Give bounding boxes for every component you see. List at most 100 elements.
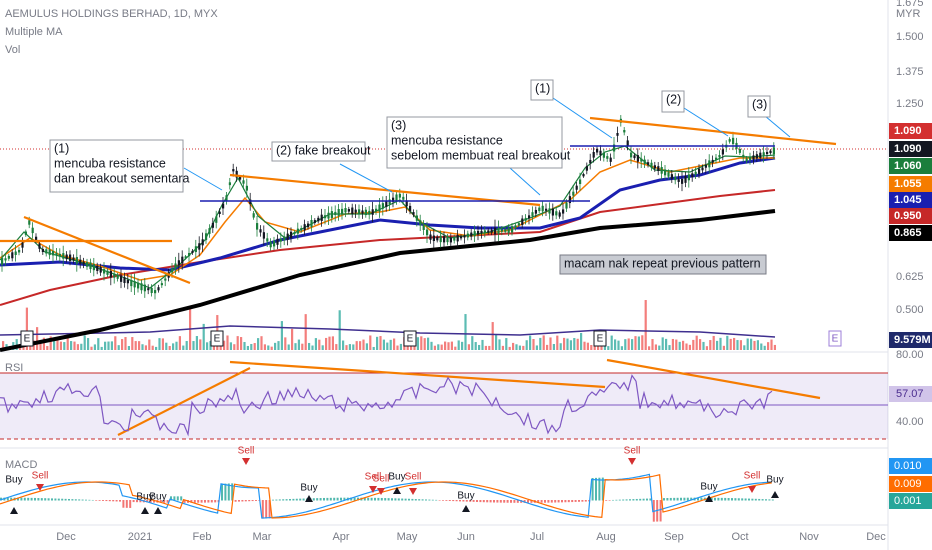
volume-bar bbox=[600, 346, 603, 350]
signal-label: Buy bbox=[300, 483, 317, 494]
candle-body bbox=[504, 228, 507, 232]
macd-histogram bbox=[554, 500, 557, 503]
volume-bar bbox=[654, 344, 657, 350]
volume-bar bbox=[447, 342, 450, 350]
earnings-box bbox=[593, 330, 607, 347]
volume-bar bbox=[189, 306, 192, 350]
candle-body bbox=[541, 205, 544, 212]
candle-body bbox=[201, 239, 204, 246]
macd-histogram bbox=[47, 498, 50, 501]
volume-bar bbox=[433, 345, 436, 350]
candle-body bbox=[320, 214, 323, 221]
macd-histogram bbox=[530, 500, 533, 503]
candle-body bbox=[497, 227, 500, 234]
macd-histogram bbox=[561, 500, 563, 503]
candle-body bbox=[422, 225, 425, 230]
macd-histogram bbox=[448, 500, 451, 501]
candle-body bbox=[670, 174, 673, 179]
volume-bar bbox=[161, 338, 164, 350]
macd-histogram bbox=[765, 499, 767, 501]
volume-bar bbox=[665, 338, 668, 350]
candle-body bbox=[4, 258, 7, 261]
candle-body bbox=[354, 209, 357, 213]
macd-histogram bbox=[380, 497, 383, 501]
candle-body bbox=[647, 162, 650, 165]
volume-bar bbox=[532, 339, 535, 350]
candle-body bbox=[402, 196, 405, 200]
candle-body bbox=[439, 235, 442, 243]
macd-histogram bbox=[299, 498, 302, 501]
volume-bar bbox=[121, 339, 124, 350]
volume-bar bbox=[410, 343, 413, 350]
macd-histogram bbox=[391, 498, 393, 501]
volume-bar bbox=[297, 339, 300, 350]
macd-histogram bbox=[608, 500, 611, 501]
candle-body bbox=[89, 262, 92, 270]
volume-bar bbox=[294, 343, 297, 350]
candle-body bbox=[99, 267, 102, 273]
candle-body bbox=[755, 154, 758, 159]
candle-body bbox=[35, 236, 38, 240]
candle-body bbox=[24, 231, 27, 235]
macd-histogram bbox=[455, 500, 458, 502]
volume-bar bbox=[63, 342, 66, 350]
macd-histogram bbox=[540, 500, 543, 503]
candle-body bbox=[568, 196, 571, 204]
macd-histogram bbox=[251, 500, 254, 502]
volume-bar bbox=[280, 321, 283, 350]
macd-histogram bbox=[125, 500, 128, 508]
volume-bar bbox=[535, 345, 538, 350]
candle-body bbox=[582, 174, 585, 177]
candle-body bbox=[711, 159, 714, 163]
macd-histogram bbox=[197, 500, 200, 503]
volume-bar bbox=[627, 338, 630, 350]
candle-body bbox=[242, 180, 245, 184]
earnings-label: E bbox=[214, 334, 221, 345]
ma100 bbox=[0, 189, 776, 306]
volume bbox=[0, 300, 776, 350]
volume-bar bbox=[699, 339, 702, 350]
macd-histogram bbox=[323, 497, 325, 501]
volume-bar bbox=[682, 340, 685, 350]
macd-histogram bbox=[81, 499, 84, 501]
volume-bar bbox=[25, 307, 28, 350]
volume-bar bbox=[304, 314, 307, 350]
macd-histogram bbox=[204, 500, 206, 503]
candle-body bbox=[41, 248, 44, 253]
candle-body bbox=[330, 211, 333, 218]
volume-bar bbox=[668, 345, 671, 350]
candle-body bbox=[623, 129, 626, 133]
macd-histogram bbox=[85, 499, 87, 501]
candle-body bbox=[130, 280, 133, 287]
candle-body bbox=[426, 229, 429, 236]
annotation-text: (3) bbox=[752, 97, 767, 111]
macd-histogram bbox=[431, 499, 434, 501]
candle-body bbox=[742, 154, 745, 157]
volume-bar bbox=[250, 343, 253, 350]
candle-body bbox=[660, 167, 663, 174]
macd-histogram bbox=[44, 498, 47, 501]
volume-bar bbox=[277, 341, 280, 350]
candle-body bbox=[86, 262, 89, 267]
candle-body bbox=[75, 257, 78, 264]
volume-bar bbox=[692, 339, 695, 350]
annotation-text: mencuba resistance bbox=[54, 156, 166, 170]
candle-body bbox=[269, 241, 272, 248]
volume-bar bbox=[124, 337, 127, 350]
candle-body bbox=[351, 207, 354, 214]
candle-body bbox=[630, 152, 633, 158]
candle-body bbox=[548, 208, 551, 214]
signal-label: Buy bbox=[136, 492, 153, 503]
macd-histogram bbox=[278, 499, 281, 501]
macd-histogram bbox=[149, 500, 152, 503]
volume-bar bbox=[359, 341, 362, 350]
candle-body bbox=[745, 158, 748, 162]
macd-histogram bbox=[714, 497, 716, 501]
candle-body bbox=[534, 209, 537, 214]
annotation-box bbox=[49, 139, 184, 193]
candle-body bbox=[7, 255, 10, 259]
candle-body bbox=[443, 236, 446, 243]
volume-bar bbox=[518, 345, 521, 350]
volume-bar bbox=[406, 346, 409, 350]
